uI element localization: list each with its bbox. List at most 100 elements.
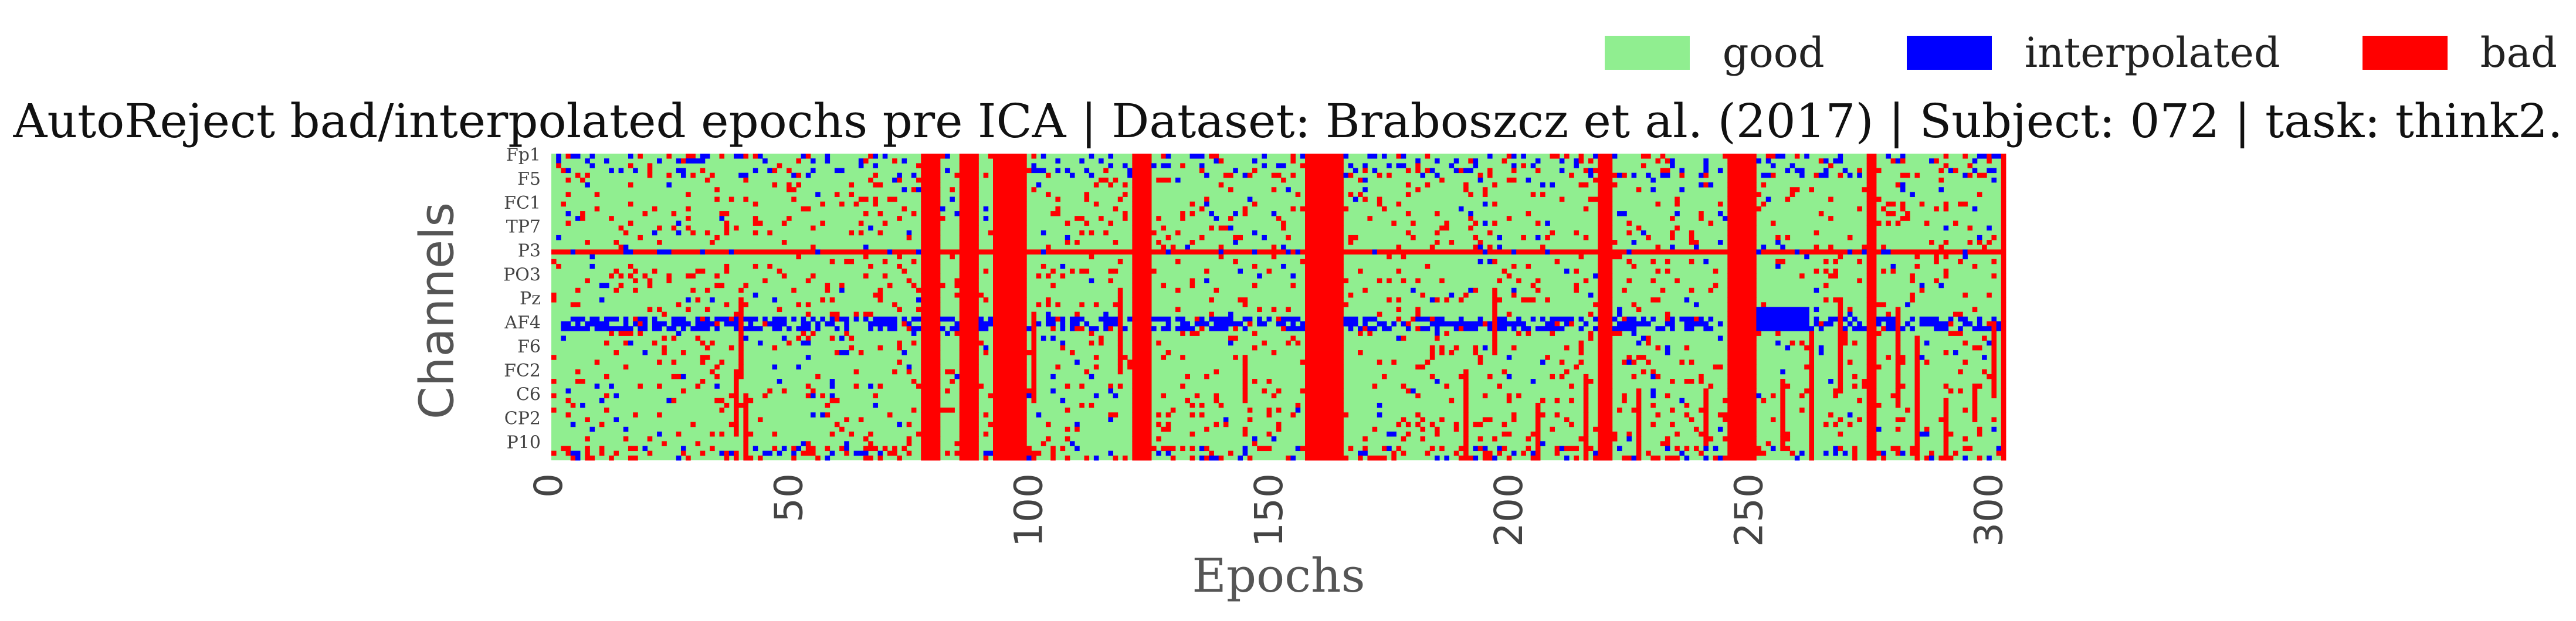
cell-bad [1420, 417, 1426, 423]
cell-interpolated [825, 158, 831, 164]
cell-bad [1583, 398, 1589, 403]
cell-interpolated [1482, 345, 1488, 351]
cell-bad [1708, 287, 1714, 293]
cell-bad [1501, 369, 1507, 375]
cell-bad [1675, 431, 1680, 437]
cell-interpolated [1842, 450, 1848, 456]
cell-bad [1492, 311, 1497, 317]
cell-interpolated [1804, 254, 1809, 260]
cell-bad [1924, 426, 1930, 432]
cell-bad [2001, 441, 2006, 446]
cell-interpolated [594, 326, 633, 331]
cell-bad [993, 220, 1027, 226]
cell-bad [1497, 450, 1502, 456]
cell-bad [710, 172, 715, 178]
cell-bad [1117, 287, 1123, 293]
cell-bad [1031, 326, 1037, 331]
cell-bad [1598, 412, 1613, 418]
cell-interpolated [1108, 417, 1114, 423]
cell-bad [1598, 326, 1613, 331]
cell-bad [1703, 412, 1709, 418]
cell-bad [1823, 283, 1829, 289]
cell-bad [1189, 283, 1195, 289]
cell-bad [628, 446, 638, 452]
cell-bad [1117, 311, 1123, 317]
cell-interpolated [825, 321, 835, 327]
cell-bad [628, 455, 638, 461]
cell-bad [695, 441, 701, 446]
cell-bad [1569, 422, 1574, 427]
cell-bad [959, 245, 979, 250]
cell-bad [1987, 154, 1992, 159]
cell-bad [623, 230, 629, 236]
cell-interpolated [787, 326, 792, 331]
cell-interpolated [873, 402, 878, 408]
cell-bad [1770, 417, 1776, 423]
cell-bad [993, 302, 1027, 307]
cell-bad [1117, 359, 1123, 365]
cell-bad [585, 446, 590, 452]
cell-interpolated [1281, 245, 1286, 250]
cell-bad [1866, 408, 1877, 413]
cell-interpolated [642, 350, 648, 355]
cell-bad [1535, 450, 1541, 456]
cell-bad [743, 196, 748, 202]
cell-interpolated [1065, 168, 1070, 174]
cell-interpolated [1972, 206, 1978, 212]
cell-bad [921, 240, 941, 245]
cell-bad [2001, 172, 2006, 178]
cell-bad [1866, 240, 1877, 245]
cell-bad [1708, 384, 1714, 389]
cell-bad [791, 196, 796, 202]
y-tick-label: FC2 [504, 361, 541, 381]
cell-bad [1929, 240, 1934, 245]
cell-interpolated [556, 235, 561, 240]
cell-bad [1242, 388, 1248, 393]
cell-bad [1482, 393, 1488, 399]
cell-bad [1132, 216, 1152, 221]
cell-bad [1252, 379, 1258, 384]
cell-interpolated [676, 158, 682, 164]
cell-bad [1814, 230, 1819, 236]
cell-bad [882, 220, 888, 226]
cell-interpolated [1785, 345, 1791, 351]
cell-bad [1377, 201, 1382, 207]
cell-interpolated [1089, 326, 1099, 331]
cell-bad [1132, 398, 1152, 403]
cell-bad [1727, 340, 1757, 346]
cell-bad [1943, 254, 1949, 260]
y-tick-label: F5 [517, 169, 541, 189]
cell-interpolated [1050, 388, 1056, 393]
cell-interpolated [700, 249, 706, 255]
cell-interpolated [1612, 316, 1618, 322]
cell-interpolated [1242, 326, 1248, 331]
cell-interpolated [1473, 163, 1479, 168]
cell-bad [734, 402, 748, 408]
cell-interpolated [839, 335, 845, 341]
cell-interpolated [1026, 455, 1032, 461]
cell-bad [1866, 321, 1877, 327]
cell-bad [1473, 235, 1479, 240]
cell-bad [734, 398, 739, 403]
cell-bad [1838, 326, 1843, 331]
cell-interpolated [575, 216, 581, 221]
cell-bad [1530, 431, 1541, 437]
cell-bad [1866, 225, 1877, 231]
cell-interpolated [1852, 326, 1867, 331]
cell-bad [1271, 187, 1277, 192]
cell-bad [734, 388, 739, 393]
cell-interpolated [777, 379, 782, 384]
cell-bad [1040, 441, 1046, 446]
cell-bad [686, 154, 696, 159]
cell-bad [1132, 211, 1152, 216]
cell-interpolated [1593, 273, 1598, 279]
cell-bad [1578, 158, 1584, 164]
cell-bad [868, 154, 873, 159]
cell-interpolated [1511, 326, 1517, 331]
cell-interpolated [1703, 259, 1709, 264]
cell-bad [1838, 369, 1843, 375]
cell-interpolated [1199, 455, 1205, 461]
cell-bad [1631, 249, 1757, 255]
cell-bad [993, 216, 1027, 221]
cell-bad [1717, 412, 1757, 418]
